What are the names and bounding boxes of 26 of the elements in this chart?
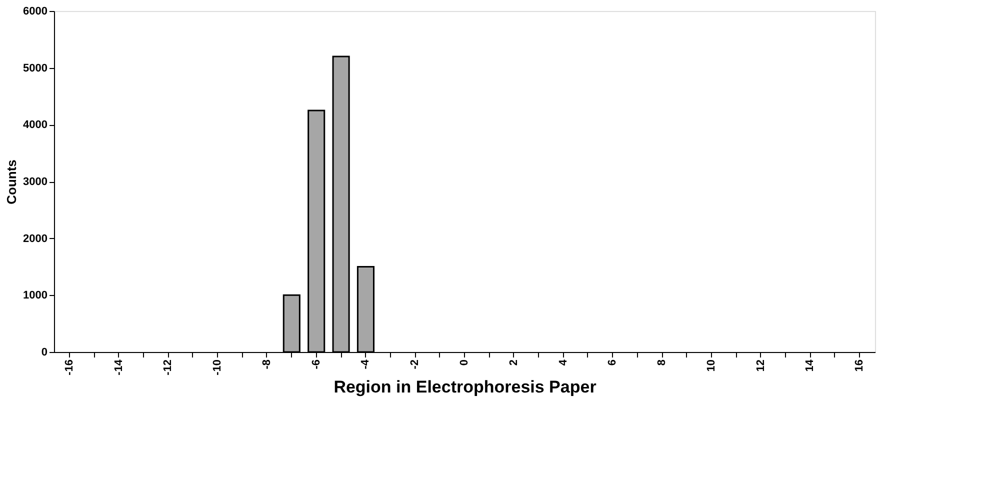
x-tick-label: 8 xyxy=(656,360,668,366)
x-tick-label: -12 xyxy=(162,360,174,376)
y-axis-title: Counts xyxy=(4,160,20,204)
x-tick-label: 2 xyxy=(508,360,520,366)
x-tick-label: -10 xyxy=(212,360,224,376)
x-tick-label: -16 xyxy=(63,360,76,376)
y-tick-label: 1000 xyxy=(23,290,48,302)
x-tick-label: -4 xyxy=(360,358,372,370)
y-tick-label: 6000 xyxy=(23,6,48,18)
x-tick-label: -2 xyxy=(409,360,422,370)
x-tick-label: -8 xyxy=(260,360,273,370)
x-tick-label: 16 xyxy=(854,360,866,372)
x-tick-label: 0 xyxy=(458,360,470,366)
x-tick-label: 4 xyxy=(557,358,570,366)
y-tick-label: 5000 xyxy=(23,62,48,74)
x-tick-label: -6 xyxy=(310,360,322,370)
y-tick-label: 2000 xyxy=(23,232,48,245)
y-tick-label: 3000 xyxy=(23,176,48,188)
x-tick-label: 12 xyxy=(754,360,767,372)
x-tick-label: -14 xyxy=(112,358,125,376)
x-tick-label: 14 xyxy=(804,358,816,372)
y-tick-label: 4000 xyxy=(23,119,48,132)
x-tick-label: 10 xyxy=(705,360,718,372)
x-tick-label: 6 xyxy=(606,360,619,366)
y-tick-label: 0 xyxy=(41,346,48,358)
x-axis-title: Region in Electrophoresis Paper xyxy=(334,377,597,396)
